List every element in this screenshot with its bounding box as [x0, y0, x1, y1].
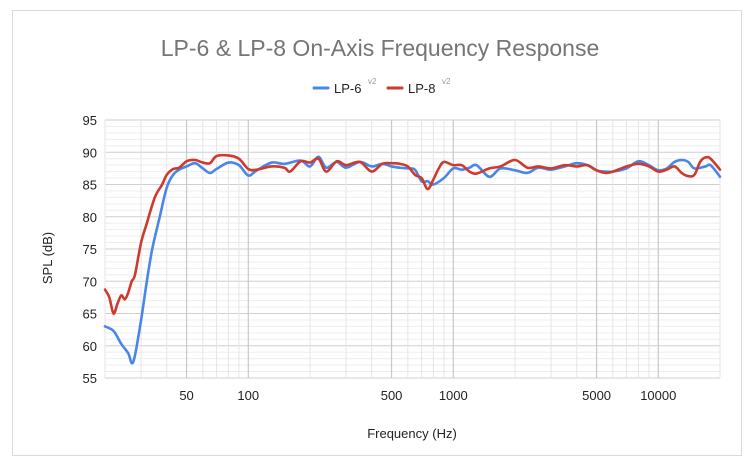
legend-label-lp6: LP-6	[334, 81, 361, 96]
y-tick-label: 90	[83, 145, 97, 160]
series-line-lp-6[interactable]	[103, 155, 722, 365]
y-tick-label: 65	[83, 307, 97, 322]
legend-item-lp6[interactable]: LP-6 v2	[312, 77, 377, 96]
legend-item-lp8[interactable]: LP-8 v2	[386, 77, 451, 96]
y-tick-label: 60	[83, 339, 97, 354]
x-tick-label: 10000	[640, 388, 676, 403]
y-axis-label: SPL (dB)	[40, 232, 55, 284]
y-tick-label: 55	[83, 371, 97, 386]
chart-frame	[12, 10, 742, 456]
series-line-lp-8[interactable]	[103, 153, 722, 315]
legend-sup-lp8: v2	[442, 77, 451, 86]
y-axis-ticks: 55 60 65 70 75 80 85 90 95	[83, 113, 97, 386]
x-axis-label: Frequency (Hz)	[367, 426, 457, 441]
series-lines	[103, 153, 722, 365]
y-tick-label: 85	[83, 178, 97, 193]
x-tick-label: 5000	[582, 388, 611, 403]
chart-title: LP-6 & LP-8 On-Axis Frequency Response	[161, 35, 599, 61]
y-tick-label: 70	[83, 274, 97, 289]
legend: LP-6 v2 LP-8 v2	[312, 77, 451, 96]
y-tick-label: 95	[83, 113, 97, 128]
x-axis-ticks: 50 100 500 1000 5000 10000	[179, 388, 676, 403]
y-tick-label: 80	[83, 210, 97, 225]
legend-label-lp8: LP-8	[408, 81, 435, 96]
y-tick-label: 75	[83, 242, 97, 257]
gridlines	[104, 119, 721, 379]
legend-sup-lp6: v2	[368, 77, 377, 86]
x-tick-label: 500	[381, 388, 403, 403]
x-tick-label: 1000	[439, 388, 468, 403]
x-tick-label: 50	[179, 388, 193, 403]
x-tick-label: 100	[237, 388, 259, 403]
